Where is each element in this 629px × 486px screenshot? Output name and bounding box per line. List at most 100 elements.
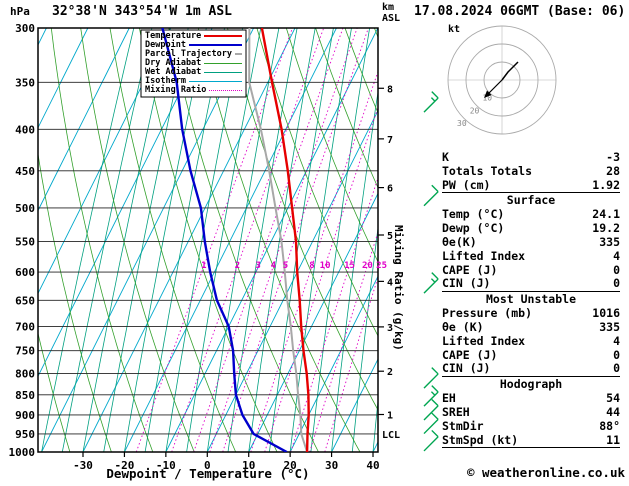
mixing-ratio-value-label: 10	[320, 261, 331, 271]
x-axis-title: Dewpoint / Temperature (°C)	[106, 466, 310, 481]
stat-value: 54	[606, 391, 620, 406]
wind-barb-tick	[431, 385, 439, 393]
hodograph-ring-label: 20	[470, 106, 480, 115]
pressure-tick-label: 500	[15, 202, 35, 215]
wind-barb-half-tick	[430, 391, 436, 396]
temp-tick-label: 30	[325, 459, 338, 472]
wind-barb-tick	[431, 272, 439, 280]
copyright: © weatheronline.co.uk	[466, 465, 625, 480]
hodograph-unit-label: kt	[448, 24, 461, 35]
legend-label: Isotherm	[145, 76, 186, 87]
dewpoint-curve	[161, 28, 288, 452]
temp-tick-label: -20	[114, 459, 134, 472]
stats-row: CAPE (J) 0	[442, 347, 620, 363]
wind-barb-tick	[431, 429, 439, 438]
pressure-tick-label: 300	[15, 22, 35, 35]
legend-label: Dewpoint	[145, 40, 186, 51]
stat-value: 4	[613, 333, 620, 348]
wind-barb-staff	[423, 373, 439, 389]
isotherm-line	[248, 192, 378, 452]
temp-tick-label: 0	[204, 459, 211, 472]
stats-row: Temp (°C) 24.1	[442, 208, 620, 222]
stat-label: Pressure (mb)	[442, 306, 533, 321]
stat-label: StmDir	[442, 418, 484, 433]
hodograph-ring	[465, 43, 539, 117]
stats-row: Totals Totals 28	[442, 164, 620, 179]
wind-barb-staff	[423, 405, 439, 421]
stat-value: 11	[606, 432, 620, 447]
legend-item: Mixing Ratio	[145, 86, 242, 95]
isotherm-line	[289, 275, 378, 452]
stats-row: PW (cm) 1.92	[442, 178, 620, 193]
km-tick-label: 1	[387, 411, 393, 422]
stat-label: Temp (°C)	[442, 207, 505, 222]
km-tick-label: 8	[387, 84, 393, 95]
wind-barb-staff	[423, 97, 439, 113]
pressure-tick-label: 550	[15, 235, 35, 248]
isotherm-lines	[38, 28, 378, 452]
stat-label: K	[442, 150, 449, 164]
legend-item: Dewpoint	[145, 41, 242, 50]
wind-barb-staff	[423, 436, 439, 452]
stats-row: SREH 44	[442, 404, 620, 420]
isotherm-line	[124, 28, 337, 452]
altitude-axis-unit-asl: ASL	[382, 13, 401, 24]
station-coordinates: 32°38'N 343°54'W 1m ASL	[52, 4, 233, 19]
hodograph-ring-label: 10	[482, 94, 492, 103]
isotherm-line	[82, 28, 296, 452]
legend-item: Parcel Trajectory	[145, 50, 242, 59]
stat-label: StmSpd (kt)	[442, 432, 519, 447]
wind-barb-half-tick	[430, 97, 436, 102]
wind-barb-staff	[423, 418, 439, 435]
stat-value: 88°	[599, 418, 620, 433]
pressure-tick-label: 950	[15, 428, 35, 441]
stats-row: Pressure (mb) 1016	[442, 306, 620, 321]
legend-line-swatch	[204, 35, 242, 38]
mixing-ratio-value-label: 15	[344, 261, 355, 271]
pressure-tick-label: 900	[15, 409, 35, 422]
stat-label: CIN (J)	[442, 276, 491, 291]
mixing-ratio-value-label: 8	[309, 261, 314, 271]
stat-value: 4	[613, 248, 620, 263]
stats-row: EH 54	[442, 391, 620, 406]
isotherm-line	[41, 28, 254, 452]
stat-value: 19.2	[592, 221, 620, 236]
pressure-tick-label: 600	[15, 266, 35, 279]
stat-value: 0	[613, 361, 620, 376]
isotherm-line	[206, 109, 378, 452]
mixing-ratio-line	[309, 230, 378, 452]
mixing-ratio-value-label: 2	[235, 261, 240, 271]
stat-label: CAPE (J)	[442, 347, 498, 362]
temp-tick-label: 10	[242, 459, 255, 472]
wind-barb-half-tick	[430, 278, 436, 283]
wind-barb-tick	[431, 412, 439, 420]
stat-value: 0	[613, 276, 620, 291]
stat-value: 0	[613, 347, 620, 362]
temp-tick-label: 40	[366, 459, 379, 472]
legend-line-swatch	[209, 90, 242, 92]
stat-label: Lifted Index	[442, 333, 526, 348]
stats-table: K -3 Totals Totals 28 PW (cm) 1.92 Surface Temp…	[442, 150, 620, 449]
pressure-tick-label: 650	[15, 294, 35, 307]
hodograph-ring-label: 30	[457, 119, 467, 128]
stat-value: 0	[613, 262, 620, 277]
isotherm-line	[38, 28, 172, 295]
stat-label: CIN (J)	[442, 361, 491, 376]
stat-label: SREH	[442, 404, 470, 419]
wind-barb-tick	[431, 184, 439, 193]
stats-row: CIN (J) 0	[442, 362, 620, 376]
legend-item: Temperature	[145, 32, 242, 41]
legend-label: Wet Adiabat	[145, 67, 202, 78]
stat-value: 44	[606, 404, 620, 419]
wind-barb-staff	[423, 391, 439, 407]
wind-barbs	[423, 91, 439, 452]
legend-line-swatch	[235, 53, 242, 56]
mixing-ratio-value-label: 1	[201, 261, 206, 271]
km-tick-label: 4	[387, 277, 393, 288]
stats-row: StmSpd (kt) 11	[442, 432, 620, 448]
mixing-ratio-value-label: 3	[255, 261, 260, 271]
legend-line-swatch	[188, 81, 242, 83]
